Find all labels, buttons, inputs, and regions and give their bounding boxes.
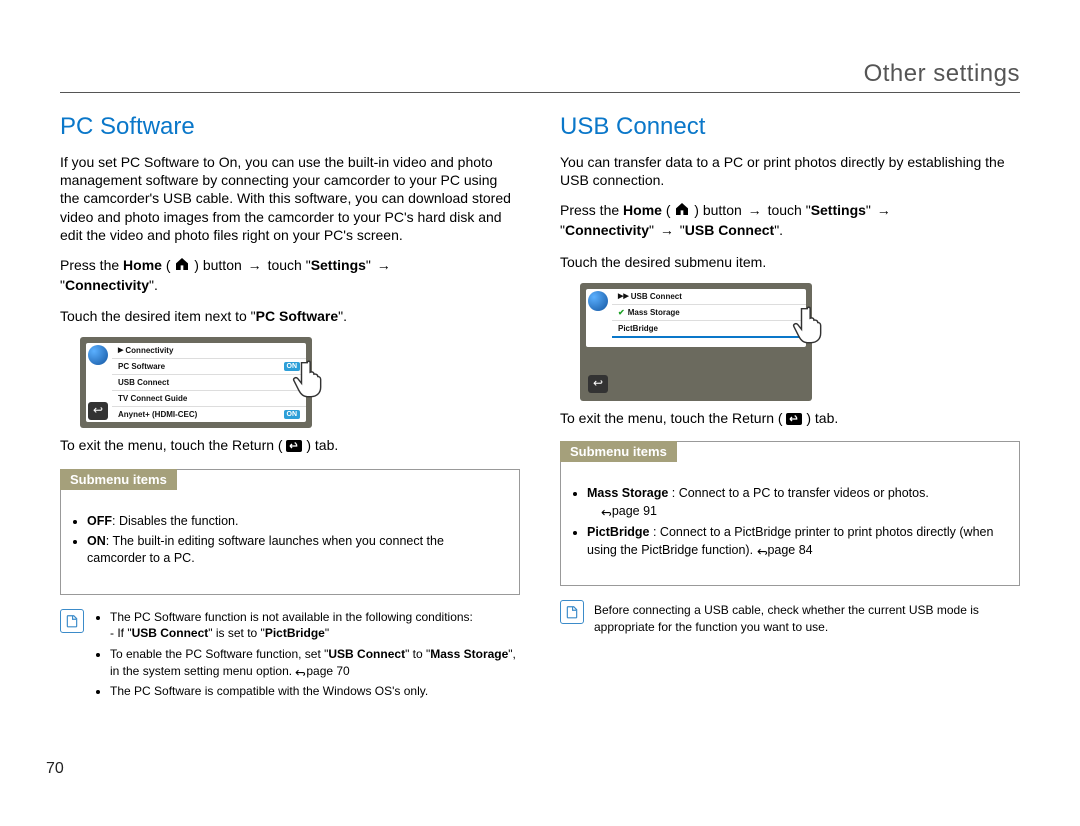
- submenu-tab: Submenu items: [60, 469, 177, 490]
- screenshot-row: PictBridge: [612, 321, 806, 338]
- text: To exit the menu, touch the Return (: [60, 437, 283, 453]
- screenshot-row: PC SoftwareON: [112, 359, 306, 375]
- note-item: The PC Software function is not availabl…: [110, 609, 520, 641]
- text: ".: [338, 308, 347, 324]
- submenu-item: ON: The built-in editing software launch…: [87, 533, 505, 567]
- text: Press the: [560, 202, 623, 218]
- screenshot-content: ▶▶USB Connect ✔Mass Storage PictBridge: [612, 289, 806, 338]
- text: button: [203, 257, 246, 273]
- text: ) tab.: [306, 437, 338, 453]
- text: ": [649, 222, 654, 238]
- touch-desired-text: Touch the desired item next to "PC Softw…: [60, 307, 520, 325]
- screenshot-row: TV Connect Guide: [112, 391, 306, 407]
- connectivity-label: Connectivity: [65, 277, 149, 293]
- return-icon: [286, 438, 302, 452]
- submenu-list: Mass Storage : Connect to a PC to transf…: [561, 475, 1019, 573]
- text: (: [166, 257, 171, 273]
- check-icon: ✔: [618, 308, 625, 317]
- right-column: USB Connect You can transfer data to a P…: [560, 113, 1020, 703]
- usb-connect-label: USB Connect: [685, 222, 774, 238]
- text: Press the: [60, 257, 123, 273]
- pc-software-nav-path: Press the Home ( ) button → touch "Setti…: [60, 256, 520, 295]
- touch-desired-text: Touch the desired submenu item.: [560, 253, 1020, 271]
- note-block: The PC Software function is not availabl…: [60, 609, 520, 703]
- submenu-list: OFF: Disables the function. ON: The buil…: [61, 503, 519, 582]
- note-icon: [60, 609, 84, 633]
- screenshot-row: ✔Mass Storage: [612, 305, 806, 321]
- exit-text: To exit the menu, touch the Return ( ) t…: [60, 436, 520, 454]
- note-item: The PC Software is compatible with the W…: [110, 683, 520, 699]
- submenu-item: OFF: Disables the function.: [87, 513, 505, 530]
- connectivity-label: Connectivity: [565, 222, 649, 238]
- screenshot-breadcrumb: ▶Connectivity: [112, 343, 306, 359]
- note-list: The PC Software function is not availabl…: [94, 609, 520, 703]
- arrow-icon: →: [658, 222, 676, 238]
- touch-hand-icon: [290, 355, 336, 401]
- touch-hand-icon: [790, 301, 836, 347]
- arrow-icon: →: [246, 257, 264, 273]
- bold: PC Software: [256, 308, 338, 324]
- home-icon: [174, 256, 190, 270]
- text: ): [194, 257, 199, 273]
- return-icon: ↩: [88, 402, 108, 420]
- left-column: PC Software If you set PC Software to On…: [60, 113, 520, 703]
- two-column-layout: PC Software If you set PC Software to On…: [60, 113, 1020, 703]
- settings-label: Settings: [311, 257, 366, 273]
- submenu-box: Submenu items Mass Storage : Connect to …: [560, 441, 1020, 587]
- screenshot-breadcrumb: ▶▶USB Connect: [612, 289, 806, 305]
- submenu-tab: Submenu items: [560, 441, 677, 462]
- text: .: [154, 277, 158, 293]
- pc-software-intro: If you set PC Software to On, you can us…: [60, 153, 520, 244]
- usb-connect-nav-path: Press the Home ( ) button → touch "Setti…: [560, 201, 1020, 240]
- submenu-box: Submenu items OFF: Disables the function…: [60, 469, 520, 596]
- home-label: Home: [123, 257, 162, 273]
- home-icon: [674, 201, 690, 215]
- arrow-icon: →: [375, 257, 393, 273]
- text: touch: [268, 257, 306, 273]
- connectivity-screenshot: ↩ ▶Connectivity PC SoftwareON USB Connec…: [80, 337, 312, 428]
- pc-software-heading: PC Software: [60, 113, 520, 141]
- usb-connect-intro: You can transfer data to a PC or print p…: [560, 153, 1020, 189]
- screenshot-left-rail: ↩: [586, 289, 612, 395]
- note-block: Before connecting a USB cable, check whe…: [560, 600, 1020, 634]
- text: To exit the menu, touch the Return (: [560, 410, 783, 426]
- note-icon: [560, 600, 584, 624]
- screenshot-row: Anynet+ (HDMI-CEC)ON: [112, 407, 306, 422]
- text: Touch the desired item next to ": [60, 308, 256, 324]
- screenshot-row: USB Connect: [112, 375, 306, 391]
- home-label: Home: [623, 202, 662, 218]
- text: ): [694, 202, 699, 218]
- screenshot-panel: ▶▶USB Connect ✔Mass Storage PictBridge: [586, 289, 806, 347]
- submenu-item: Mass Storage : Connect to a PC to transf…: [587, 485, 1005, 520]
- mode-icon: [88, 345, 108, 365]
- manual-page: Other settings PC Software If you set PC…: [60, 0, 1020, 703]
- header-title: Other settings: [60, 60, 1020, 93]
- arrow-icon: →: [875, 202, 893, 218]
- return-icon: ↩: [588, 375, 608, 393]
- page-number: 70: [46, 760, 64, 778]
- mode-icon: [588, 291, 608, 311]
- exit-text: To exit the menu, touch the Return ( ) t…: [560, 409, 1020, 427]
- usb-connect-screenshot: ↩ ▶▶USB Connect ✔Mass Storage PictBridge: [580, 283, 812, 401]
- text: ) tab.: [806, 410, 838, 426]
- screenshot-left-rail: ↩: [86, 343, 112, 422]
- note-item: To enable the PC Software function, set …: [110, 646, 520, 680]
- text: ".: [774, 222, 783, 238]
- settings-label: Settings: [811, 202, 866, 218]
- text: (: [666, 202, 671, 218]
- text: touch: [768, 202, 806, 218]
- text: ": [866, 202, 871, 218]
- screenshot-content: ▶Connectivity PC SoftwareON USB Connect …: [112, 343, 306, 422]
- text: button: [703, 202, 746, 218]
- screenshot-panel: ▶Connectivity PC SoftwareON USB Connect …: [86, 343, 306, 422]
- arrow-icon: →: [746, 202, 764, 218]
- submenu-item: PictBridge : Connect to a PictBridge pri…: [587, 524, 1005, 559]
- note-text: Before connecting a USB cable, check whe…: [594, 602, 1020, 634]
- usb-connect-heading: USB Connect: [560, 113, 1020, 141]
- on-badge: ON: [284, 410, 301, 419]
- text: ": [366, 257, 371, 273]
- return-icon: [786, 411, 802, 425]
